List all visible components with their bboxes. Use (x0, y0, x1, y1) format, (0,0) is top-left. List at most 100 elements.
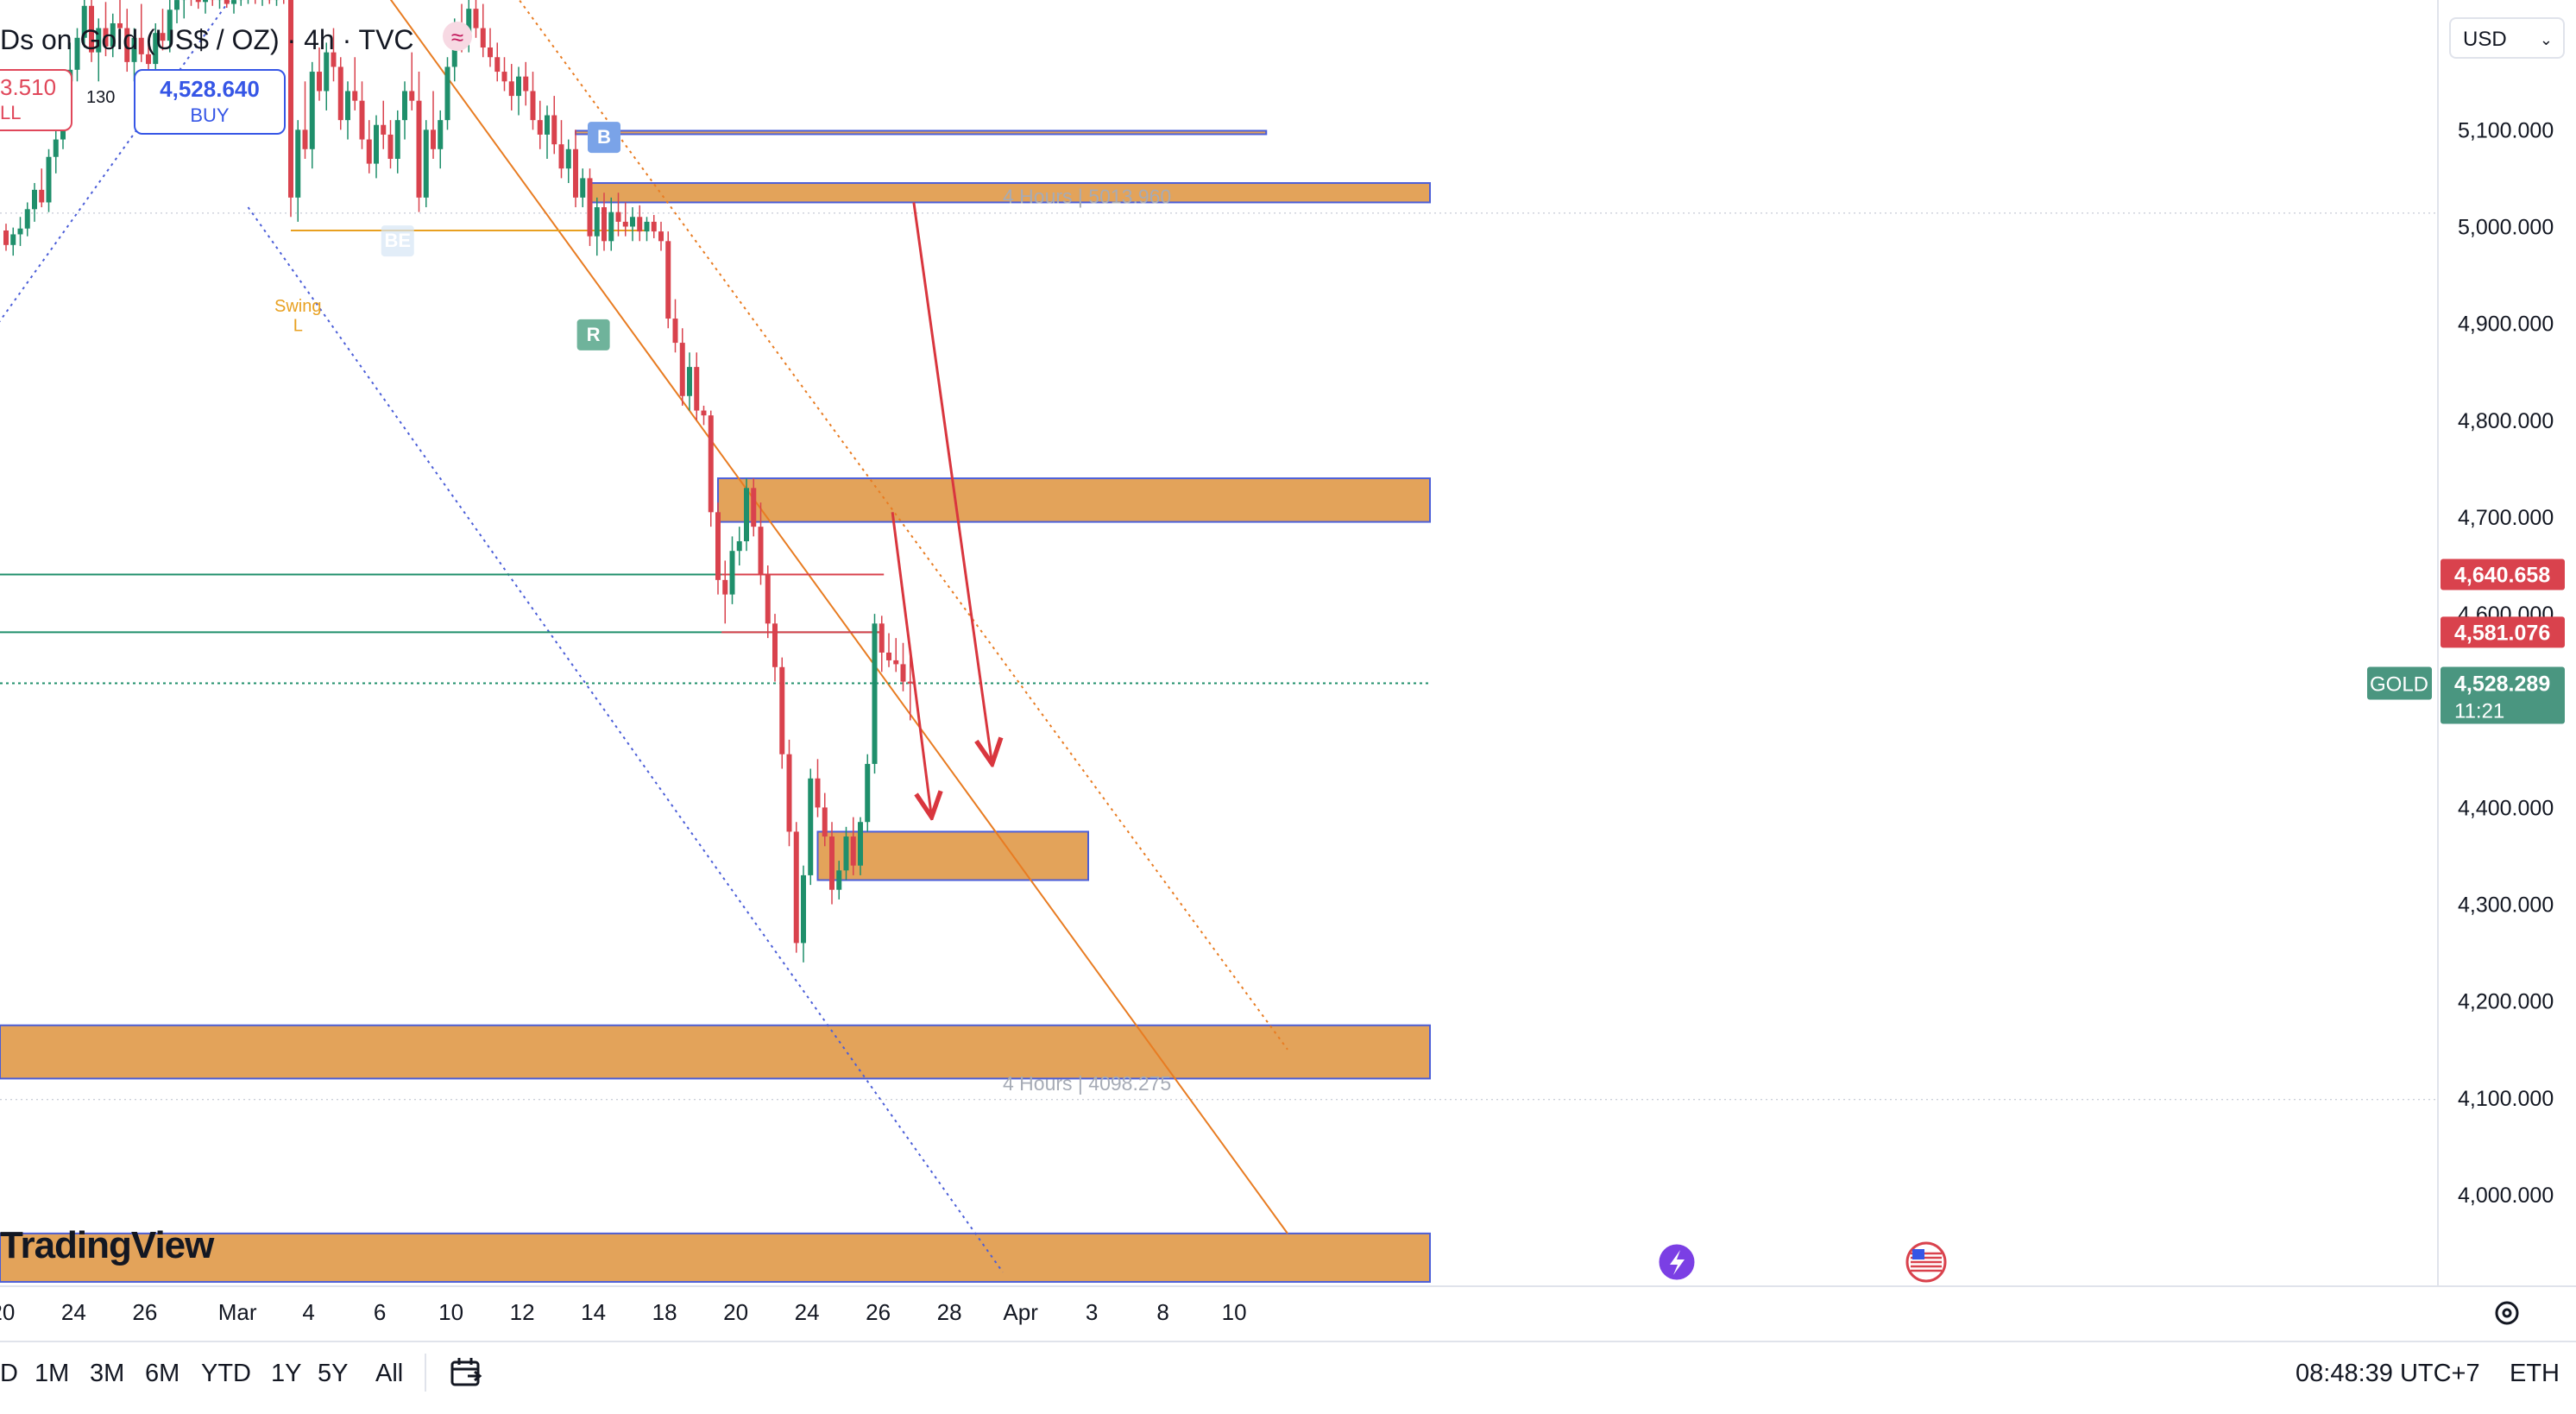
candle-body (231, 0, 236, 3)
calendar-icon[interactable] (449, 1355, 483, 1390)
candle-body (381, 125, 386, 135)
time-tick-label: 24 (795, 1299, 820, 1325)
supply-demand-zone[interactable] (718, 478, 1430, 521)
supply-demand-zone[interactable] (576, 130, 1266, 134)
price-tick-label: 4,200.000 (2458, 990, 2554, 1014)
candle-body (338, 66, 343, 120)
range-button[interactable]: 3M (90, 1360, 124, 1388)
range-button[interactable]: 1Y (271, 1360, 301, 1388)
candle-body (559, 144, 564, 168)
gear-icon[interactable] (2492, 1298, 2522, 1328)
trend-line[interactable] (249, 207, 1004, 1272)
candle-body (858, 822, 863, 865)
time-tick-label: 26 (866, 1299, 891, 1325)
clock-readout[interactable]: 08:48:39 UTC+7 (2296, 1360, 2480, 1388)
time-tick-label: 20 (723, 1299, 748, 1325)
spread-value: 130 (86, 88, 115, 108)
chevron-down-icon: ⌄ (2540, 19, 2553, 60)
session-toggle[interactable]: ETH (2510, 1360, 2560, 1388)
candle-body (388, 135, 394, 159)
time-tick-label: 10 (1222, 1299, 1247, 1325)
candle-body (816, 779, 821, 808)
range-button[interactable]: 1M (35, 1360, 69, 1388)
candle-body (765, 575, 771, 623)
candle-body (345, 91, 350, 120)
range-button[interactable]: All (375, 1360, 403, 1388)
currency-select[interactable]: USD ⌄ (2449, 17, 2565, 59)
candle-body (779, 667, 784, 754)
range-button[interactable]: YTD (201, 1360, 251, 1388)
candle-countdown: 11:21 (2454, 700, 2504, 723)
trend-line[interactable] (512, 0, 1288, 1050)
price-tick-label: 4,000.000 (2458, 1184, 2554, 1208)
candle-body (551, 116, 557, 145)
candle-body (601, 207, 607, 241)
price-label-text: 4,581.076 (2454, 621, 2550, 645)
candle-body (908, 682, 913, 684)
candle-body (545, 116, 550, 135)
candle-body (445, 66, 450, 120)
time-tick-label: 14 (581, 1299, 606, 1325)
candle-body (196, 0, 201, 2)
time-tick-label: 24 (61, 1299, 86, 1325)
candle-body (595, 207, 600, 237)
candle-body (494, 57, 500, 72)
currency-value: USD (2463, 28, 2507, 51)
candle-body (645, 222, 650, 231)
candle-body (588, 178, 593, 236)
flag-canton (1912, 1249, 1924, 1259)
candle-body (722, 580, 727, 595)
time-tick-label: 4 (302, 1299, 314, 1325)
chart-annotation: 4 Hours | 4098.275 (1003, 1072, 1171, 1095)
chart-annotation: L (293, 317, 303, 336)
candle-body (360, 101, 365, 140)
signal-marker-label: B (597, 126, 611, 148)
candle-body (751, 488, 756, 527)
candle-body (10, 234, 16, 244)
candle-body (402, 91, 407, 120)
candle-body (879, 623, 885, 653)
candle-body (54, 140, 59, 157)
candle-body (772, 623, 778, 666)
candle-body (715, 512, 721, 580)
range-button[interactable]: 5Y (318, 1360, 348, 1388)
candle-body (317, 72, 322, 91)
projection-arrow[interactable] (892, 512, 931, 817)
candle-body (851, 836, 856, 866)
signal-marker-label: R (587, 324, 601, 345)
time-tick-label: 12 (510, 1299, 535, 1325)
candle-body (310, 72, 315, 149)
range-button[interactable]: 6M (145, 1360, 180, 1388)
candle-body (901, 664, 906, 681)
candle-body (32, 190, 37, 209)
price-tick-label: 5,100.000 (2458, 118, 2554, 142)
candle-body (822, 807, 828, 836)
buy-button[interactable]: 4,528.640 BUY (134, 69, 286, 135)
candle-body (787, 754, 792, 832)
supply-demand-zone[interactable] (0, 1026, 1430, 1079)
candle-body (886, 653, 891, 660)
price-tick-label: 4,700.000 (2458, 506, 2554, 530)
price-tick-label: 4,900.000 (2458, 312, 2554, 337)
time-tick-label: Mar (218, 1299, 257, 1325)
candle-body (759, 527, 764, 575)
candle-body (367, 140, 372, 164)
candle-body (673, 319, 678, 343)
supply-demand-zone[interactable] (0, 1234, 1430, 1282)
price-tick-label: 4,400.000 (2458, 796, 2554, 820)
candle-body (409, 91, 414, 100)
price-tick-label: 4,300.000 (2458, 893, 2554, 918)
candle-body (893, 660, 898, 664)
range-button[interactable]: D (0, 1360, 18, 1388)
candle-body (203, 0, 208, 2)
candle-body (737, 541, 742, 551)
candle-body (658, 231, 664, 241)
candle-body (865, 764, 870, 822)
candle-body (516, 77, 521, 96)
last-price-text: 4,528.289 (2454, 672, 2550, 697)
candle-body (509, 81, 514, 96)
candle-body (665, 241, 671, 319)
candle-body (374, 125, 379, 164)
candle-body (836, 870, 841, 889)
